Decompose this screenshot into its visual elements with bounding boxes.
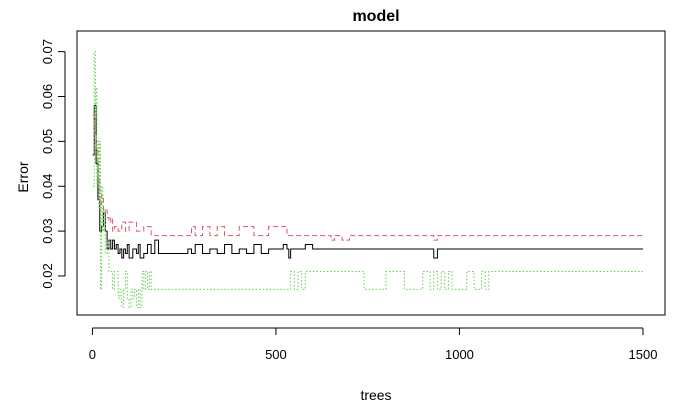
x-tick-label: 500 bbox=[265, 347, 287, 362]
series-line-3 bbox=[92, 51, 643, 308]
x-tick-label: 0 bbox=[89, 347, 96, 362]
series-line-2 bbox=[92, 113, 643, 241]
chart-title: model bbox=[352, 8, 399, 25]
y-tick-label: 0.06 bbox=[40, 84, 55, 109]
x-axis-label: trees bbox=[360, 387, 391, 403]
series-layer bbox=[92, 51, 643, 308]
y-tick-label: 0.07 bbox=[40, 39, 55, 64]
x-tick-label: 1500 bbox=[629, 347, 658, 362]
series-line-1 bbox=[92, 104, 643, 259]
y-axis-label: Error bbox=[15, 161, 31, 192]
y-tick-label: 0.02 bbox=[40, 263, 55, 288]
y-tick-label: 0.04 bbox=[40, 174, 55, 199]
y-tick-label: 0.05 bbox=[40, 129, 55, 154]
y-tick-label: 0.03 bbox=[40, 218, 55, 243]
x-axis: 0 500 1000 1500 bbox=[89, 327, 658, 362]
y-axis: 0.02 0.03 0.04 0.05 0.06 0.07 bbox=[40, 39, 66, 289]
plot-frame bbox=[76, 30, 666, 316]
x-tick-label: 1000 bbox=[445, 347, 474, 362]
